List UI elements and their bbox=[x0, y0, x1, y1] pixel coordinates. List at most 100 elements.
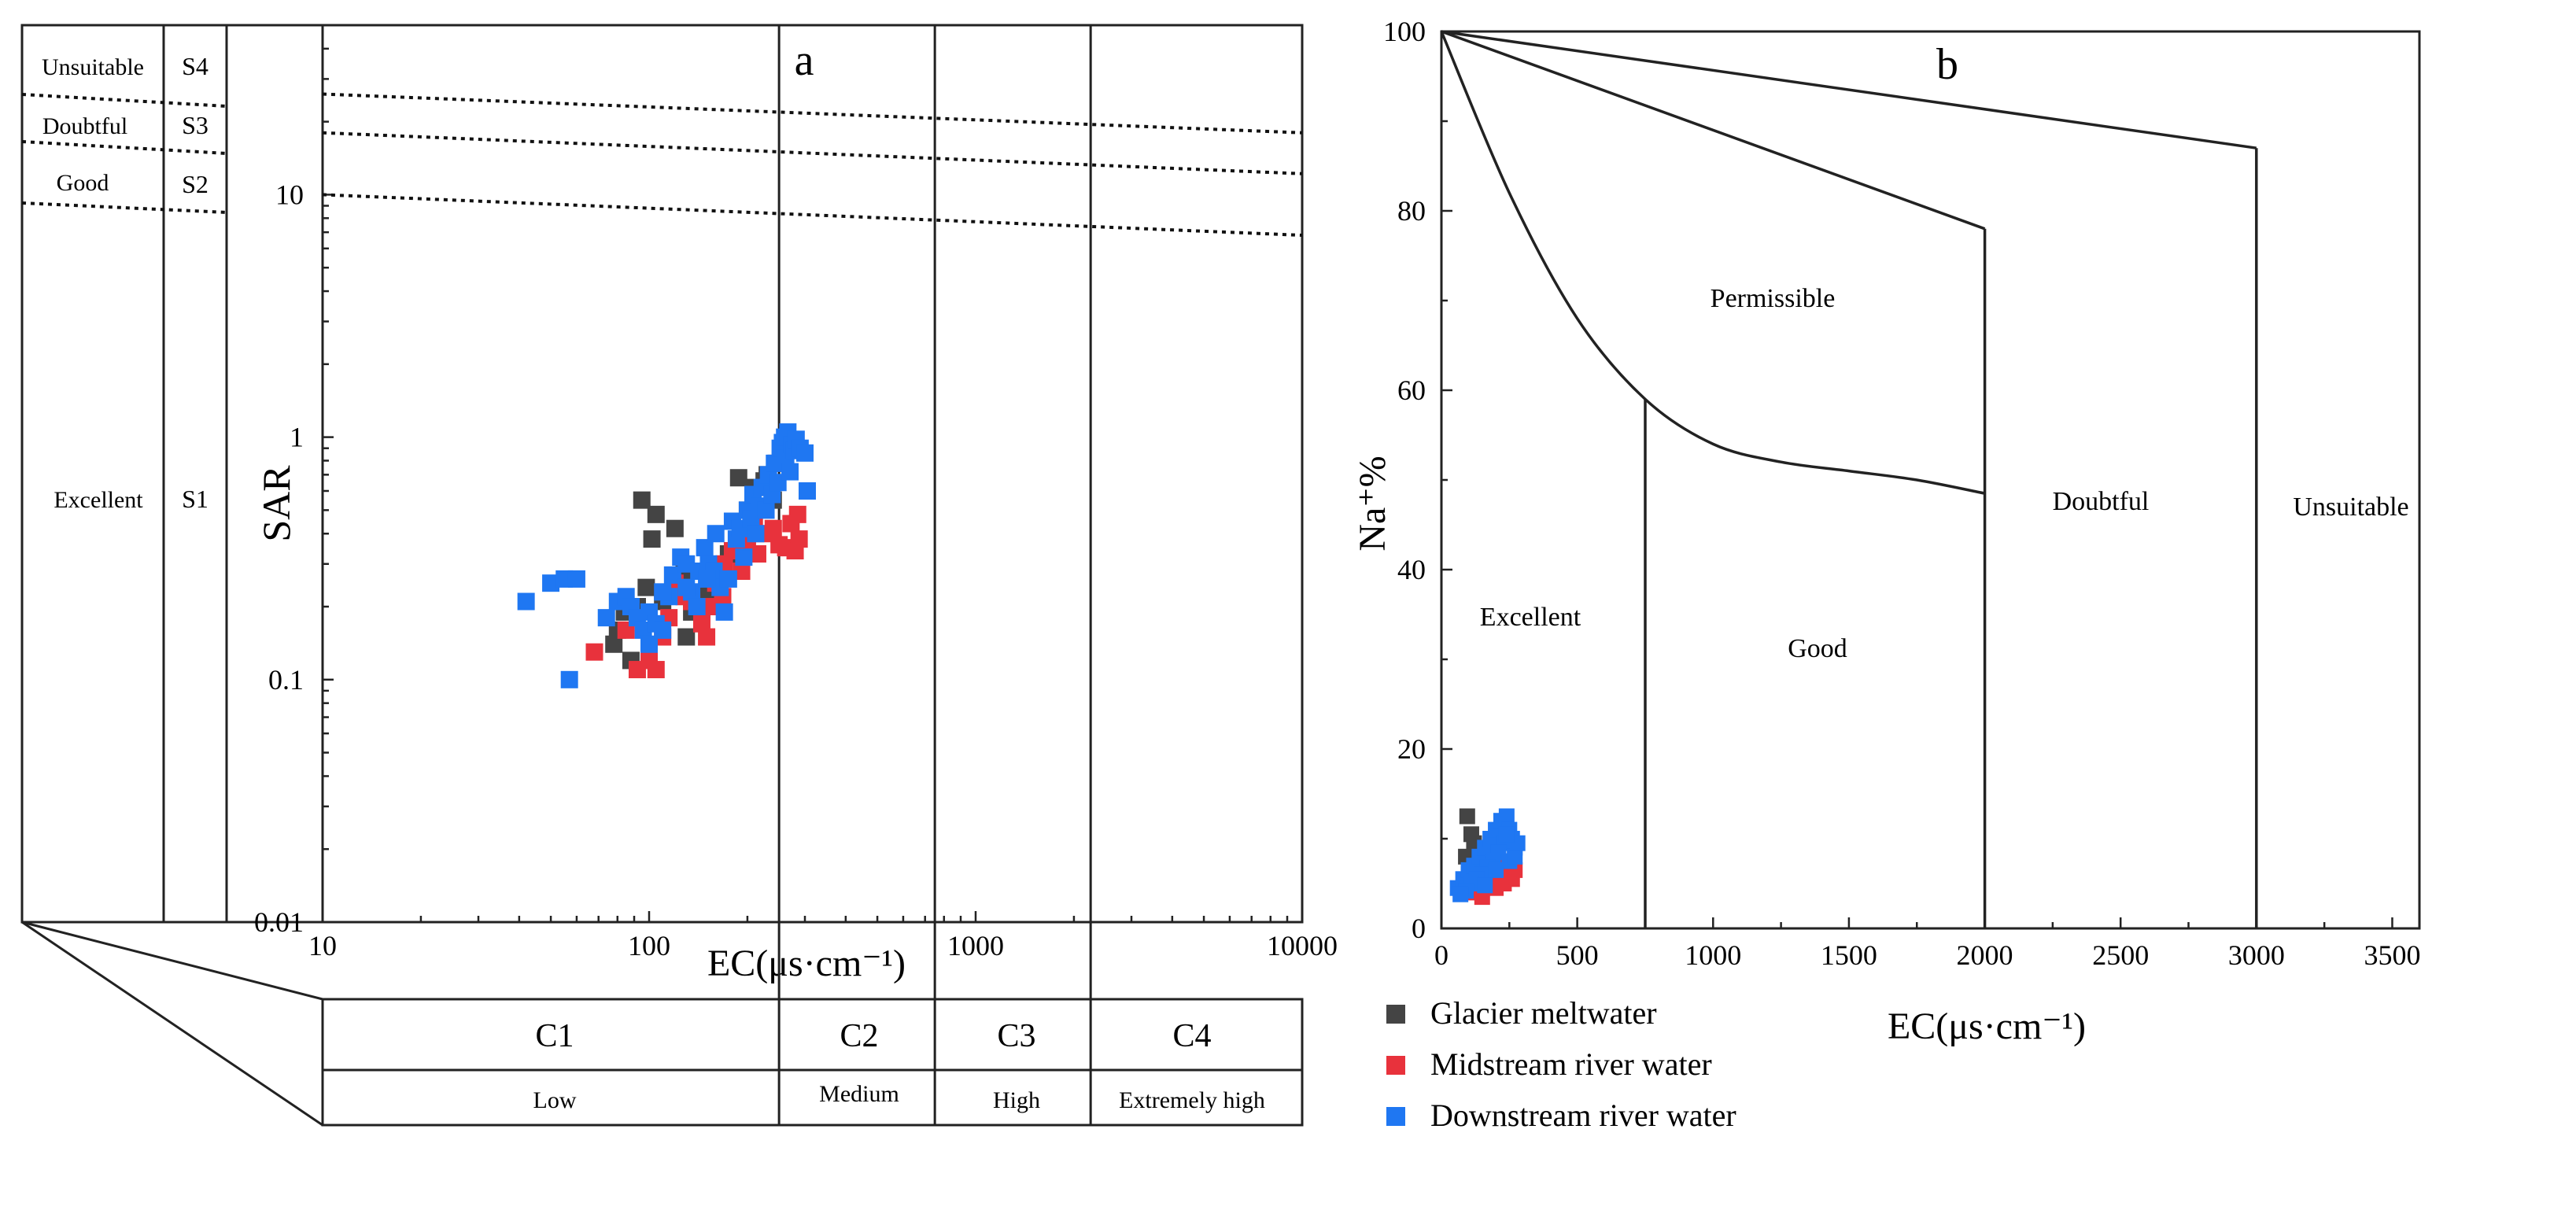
data-point bbox=[729, 469, 747, 487]
legend-swatch-downstream bbox=[1386, 1107, 1405, 1126]
data-point bbox=[654, 621, 672, 639]
s1-class-code: S1 bbox=[182, 485, 209, 513]
s4-class-label: Unsuitable bbox=[42, 54, 144, 80]
data-point bbox=[567, 570, 585, 588]
y-tick-label: 0.01 bbox=[254, 906, 304, 938]
c1-class-code: C1 bbox=[535, 1018, 574, 1054]
y-tick-label: 0 bbox=[1412, 913, 1426, 944]
data-point bbox=[633, 491, 651, 509]
x-tick-label: 100 bbox=[628, 930, 670, 961]
panel-a-sar-diagram: Unsuitable S4 Doubtful S3 Good S2 Excell… bbox=[20, 24, 1338, 1127]
data-point bbox=[719, 570, 737, 588]
c1-class-label: Low bbox=[533, 1087, 577, 1113]
data-point bbox=[1498, 808, 1515, 825]
x-tick-label: 2000 bbox=[1957, 939, 2013, 971]
panel-a-ticks: 0.01 0.1 1 10 10 100 1000 10000 bbox=[254, 24, 1338, 961]
panel-b-label: b bbox=[1936, 40, 1958, 89]
region-unsuitable-label: Unsuitable bbox=[2293, 493, 2408, 522]
data-point bbox=[517, 592, 535, 611]
data-point bbox=[560, 670, 578, 688]
panel-a-y-axis-label: SAR bbox=[254, 465, 298, 542]
data-point bbox=[698, 628, 716, 646]
panel-b-ticks: 0 500 1000 1500 2000 2500 3000 3500 0 20 40 60 80 100 bbox=[1383, 16, 2420, 971]
x-tick-label: 3000 bbox=[2228, 939, 2285, 971]
c4-class-label: Extremely high bbox=[1119, 1087, 1265, 1113]
data-point bbox=[1459, 808, 1475, 825]
panel-a-points bbox=[517, 423, 816, 688]
region-permissible-label: Permissible bbox=[1711, 284, 1836, 313]
x-tick-label: 10000 bbox=[1267, 930, 1338, 961]
data-point bbox=[677, 628, 696, 646]
data-point bbox=[637, 578, 655, 596]
panel-b-class-boundaries bbox=[1440, 30, 2258, 928]
y-tick-label: 40 bbox=[1397, 554, 1426, 585]
x-tick-label: 1500 bbox=[1821, 939, 1877, 971]
data-point bbox=[757, 501, 775, 519]
s2-class-code: S2 bbox=[182, 170, 209, 198]
y-tick-label: 100 bbox=[1383, 16, 1426, 47]
class-boundary-line bbox=[1441, 30, 2257, 149]
s1-class-label: Excellent bbox=[54, 487, 143, 513]
data-point bbox=[688, 598, 706, 616]
y-tick-label: 1 bbox=[290, 422, 304, 453]
y-tick-label: 10 bbox=[275, 179, 304, 210]
data-point bbox=[643, 530, 661, 548]
data-point bbox=[798, 482, 816, 500]
s2-class-label: Good bbox=[57, 170, 109, 196]
data-point bbox=[696, 539, 714, 557]
data-point bbox=[1452, 886, 1469, 902]
legend-label-midstream: Midstream river water bbox=[1430, 1046, 1712, 1082]
y-tick-label: 0.1 bbox=[268, 664, 304, 696]
x-tick-label: 500 bbox=[1556, 939, 1599, 971]
data-point bbox=[677, 578, 696, 596]
x-tick-label: 2500 bbox=[2092, 939, 2149, 971]
data-point bbox=[663, 566, 681, 584]
sodium-hazard-line bbox=[322, 131, 1303, 175]
plot-a-frame bbox=[321, 24, 1304, 924]
data-point bbox=[654, 583, 672, 601]
legend-swatch-glacier bbox=[1386, 1005, 1405, 1024]
c4-class-code: C4 bbox=[1172, 1018, 1211, 1054]
y-tick-label: 20 bbox=[1397, 733, 1426, 765]
c2-class-code: C2 bbox=[840, 1018, 878, 1054]
legend-item-midstream: Midstream river water bbox=[1386, 1046, 1712, 1082]
data-point bbox=[747, 525, 765, 543]
sodium-hazard-line bbox=[322, 92, 1303, 135]
legend-item-downstream: Downstream river water bbox=[1386, 1098, 1736, 1133]
class-boundary-line bbox=[1440, 31, 1985, 495]
data-point bbox=[1488, 862, 1504, 878]
s3-class-label: Doubtful bbox=[42, 113, 127, 139]
data-point bbox=[788, 505, 806, 523]
data-point bbox=[781, 463, 799, 481]
data-point bbox=[597, 609, 615, 627]
region-doubtful-label: Doubtful bbox=[2053, 487, 2150, 516]
data-point bbox=[748, 545, 766, 563]
data-point bbox=[733, 562, 751, 580]
panel-b-wilcox-diagram: b Na⁺% EC(μs·cm⁻¹) Excellent Good Permis… bbox=[1352, 16, 2421, 1047]
data-point bbox=[647, 661, 665, 679]
data-point bbox=[585, 643, 603, 661]
c2-class-label: Medium bbox=[819, 1081, 899, 1107]
panel-a-class-lines bbox=[322, 25, 1303, 1125]
legend-label-downstream: Downstream river water bbox=[1430, 1098, 1736, 1133]
x-tick-label: 10 bbox=[308, 930, 337, 961]
data-point bbox=[790, 530, 808, 548]
panel-a-label: a bbox=[795, 36, 814, 85]
s3-class-code: S3 bbox=[182, 111, 209, 139]
data-point bbox=[647, 505, 665, 523]
legend-label-glacier: Glacier meltwater bbox=[1430, 995, 1657, 1031]
legend-item-glacier: Glacier meltwater bbox=[1386, 995, 1657, 1031]
data-point bbox=[698, 570, 716, 588]
region-good-label: Good bbox=[1788, 634, 1847, 663]
s4-class-code: S4 bbox=[182, 52, 209, 80]
x-tick-label: 0 bbox=[1434, 939, 1449, 971]
legend-swatch-midstream bbox=[1386, 1056, 1405, 1075]
panel-a-x-axis-label: EC(μs·cm⁻¹) bbox=[707, 943, 906, 984]
region-excellent-label: Excellent bbox=[1480, 603, 1581, 632]
sodium-hazard-line bbox=[322, 193, 1303, 238]
data-point bbox=[666, 519, 684, 537]
panel-b-x-axis-label: EC(μs·cm⁻¹) bbox=[1888, 1006, 2086, 1047]
x-tick-label: 1000 bbox=[947, 930, 1004, 961]
data-point bbox=[1477, 877, 1493, 894]
y-tick-label: 80 bbox=[1397, 195, 1426, 227]
